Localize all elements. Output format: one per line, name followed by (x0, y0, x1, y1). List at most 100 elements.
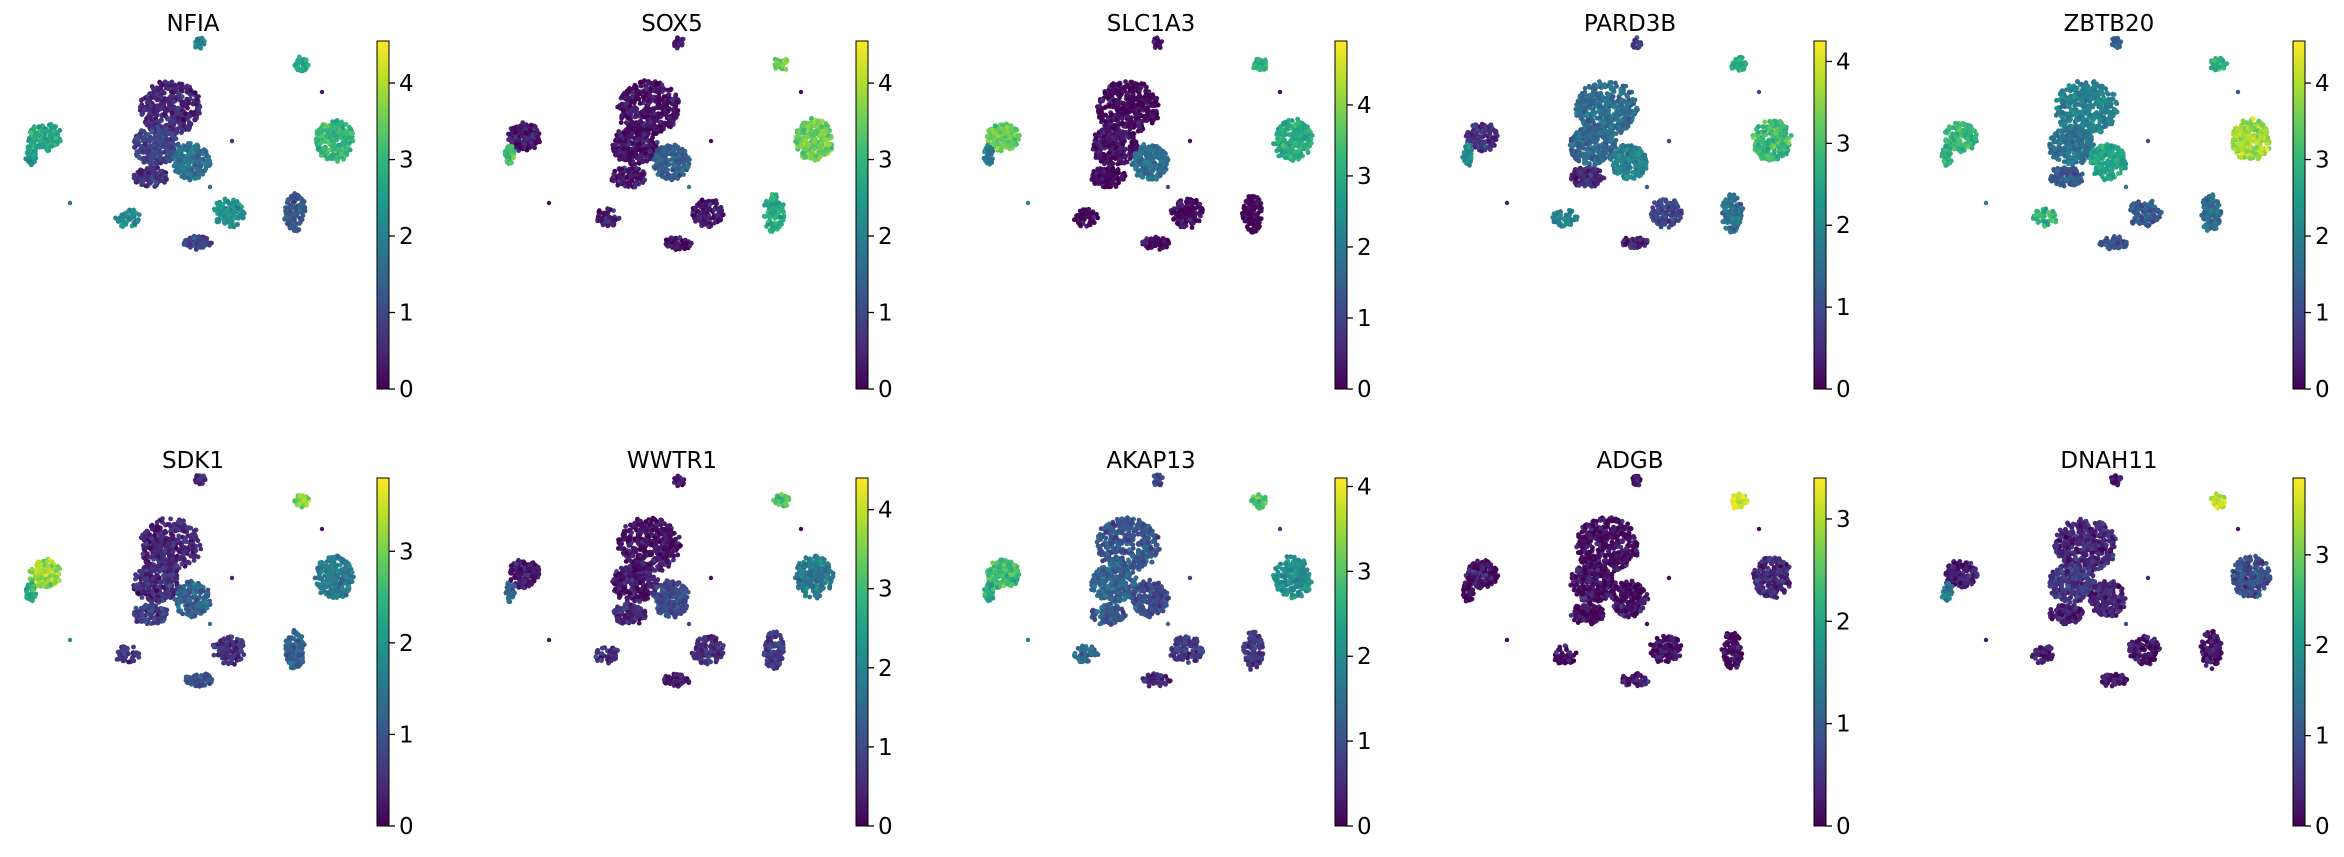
scatter-point (508, 161, 513, 166)
scatter-point (626, 142, 631, 147)
scatter-point (325, 156, 330, 161)
scatter-point (139, 128, 144, 133)
scatter-point (296, 194, 301, 199)
scatter-point (660, 89, 665, 94)
scatter-point (342, 145, 347, 150)
scatter-point (670, 97, 675, 102)
scatter-point (617, 104, 622, 109)
scatter-point (297, 216, 302, 221)
scatter-point (1103, 119, 1108, 124)
scatter-point (1145, 156, 1150, 161)
scatter-point (1154, 96, 1159, 101)
scatter-point (198, 242, 203, 247)
cluster-top-right (292, 55, 310, 74)
scatter-point (176, 115, 181, 120)
scatter-point (642, 115, 647, 120)
scatter-point (647, 143, 652, 148)
scatter-point (156, 176, 161, 181)
scatter-point (152, 143, 157, 148)
scatter-point (715, 213, 720, 218)
scatter-point (1120, 174, 1125, 179)
scatter-point (672, 112, 677, 117)
scatter-point (207, 243, 212, 248)
scatter-point (183, 102, 188, 107)
scatter-point (297, 207, 302, 212)
scatter-point (618, 138, 623, 143)
scatter-point (797, 137, 802, 142)
scatter-point (1111, 135, 1116, 140)
scatter-point (174, 130, 179, 135)
scatter-point (344, 151, 349, 156)
scatter-point (38, 139, 43, 144)
scatter-point (1128, 80, 1133, 85)
scatter-point (1103, 105, 1108, 110)
scatter-point (169, 89, 174, 94)
scatter-point (642, 178, 647, 183)
scatter-point (137, 155, 142, 160)
scatter-point (504, 148, 509, 153)
scatter-point (630, 154, 635, 159)
scatter-point (177, 163, 182, 168)
scatter-point (599, 218, 604, 223)
scatter-point (327, 148, 332, 153)
scatter-point (208, 185, 212, 189)
scatter-point (132, 173, 137, 178)
scatter-point (659, 129, 664, 134)
scatter-point (317, 127, 322, 132)
scatter-point (663, 160, 668, 165)
scatter-point (191, 235, 196, 240)
scatter-point (529, 123, 534, 128)
scatter-point (1275, 131, 1280, 136)
scatter-point (1146, 93, 1151, 98)
scatter-point (49, 144, 54, 149)
scatter-point (1000, 123, 1005, 128)
scatter-point (643, 147, 648, 152)
scatter-point (641, 110, 646, 115)
scatter-point (657, 97, 662, 102)
scatter-point (508, 136, 513, 141)
scatter-point (638, 101, 643, 106)
scatter-point (630, 178, 635, 183)
scatter-point (323, 138, 328, 143)
scatter-point (620, 94, 625, 99)
scatter-point (182, 167, 187, 172)
scatter-point (533, 125, 538, 130)
scatter-point (49, 125, 54, 130)
scatter-point (990, 135, 995, 140)
scatter-point (339, 130, 344, 135)
scatter-point (32, 149, 37, 154)
scatter-point (1107, 174, 1112, 179)
scatter-point (619, 120, 624, 125)
scatter-point (1110, 82, 1115, 87)
scatter-point (1113, 124, 1118, 129)
scatter-point (1007, 145, 1012, 150)
scatter-point (1133, 112, 1138, 117)
scatter-point (645, 138, 650, 143)
colorbar-tick-label: 4 (399, 71, 414, 97)
scatter-point (672, 116, 677, 121)
scatter-point (597, 208, 602, 213)
scatter-point (212, 207, 217, 212)
scatter-point (778, 215, 783, 220)
scatter-point (704, 206, 709, 211)
cluster-center-bottom (132, 165, 169, 189)
scatter-point (1101, 169, 1106, 174)
scatter-point (513, 135, 518, 140)
scatter-point (334, 134, 339, 139)
scatter-point (1302, 123, 1307, 128)
scatter-point (154, 104, 159, 109)
scatter-point (784, 67, 789, 72)
scatter-point (694, 218, 699, 223)
scatter-point (712, 207, 717, 212)
scatter-point (145, 152, 150, 157)
scatter-point (1296, 137, 1301, 142)
scatter-point (1159, 167, 1164, 172)
scatter-point (684, 241, 689, 246)
scatter-point (1117, 83, 1122, 88)
scatter-point (813, 138, 818, 143)
scatter-point (673, 93, 678, 98)
scatter-point (644, 86, 649, 91)
scatter-point (26, 152, 31, 157)
scatter-point (180, 94, 185, 99)
